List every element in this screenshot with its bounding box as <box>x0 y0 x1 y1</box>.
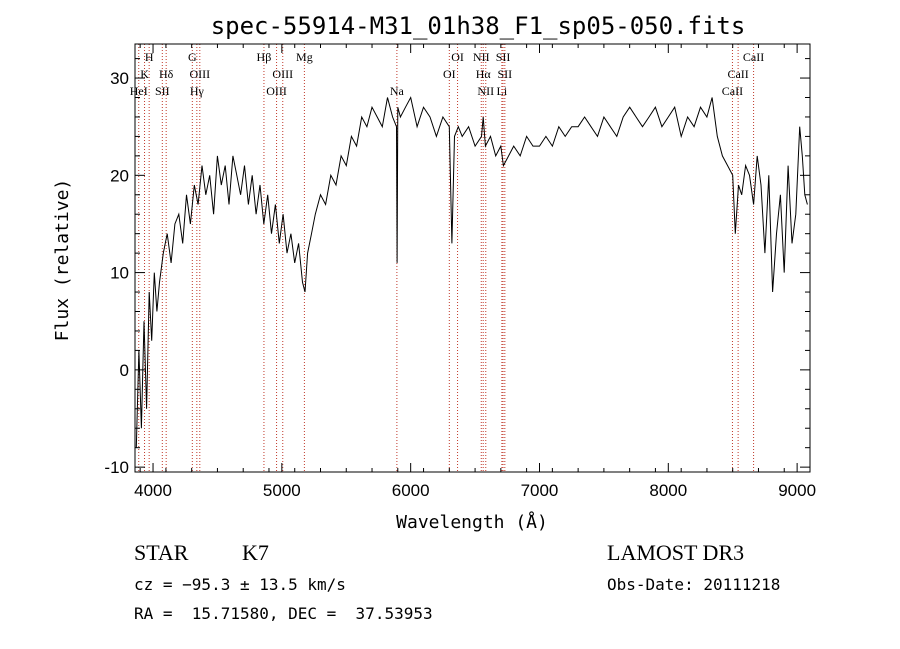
line-label: Mg <box>296 50 313 64</box>
line-label: CaII <box>743 50 764 64</box>
object-type: STAR <box>134 540 189 565</box>
x-tick-label: 6000 <box>392 481 430 500</box>
y-tick-label: 10 <box>110 264 129 283</box>
x-tick-label: 9000 <box>778 481 816 500</box>
line-label: Hα <box>476 67 492 81</box>
y-tick-label: -10 <box>104 458 129 477</box>
survey-name: LAMOST DR3 <box>607 540 745 565</box>
line-label: Hβ <box>257 50 272 64</box>
plot-frame <box>134 43 811 473</box>
line-label: Li <box>497 84 508 98</box>
y-tick-label: 30 <box>110 69 129 88</box>
coordinates: RA = 15.71580, DEC = 37.53953 <box>134 604 433 623</box>
line-label: Hδ <box>159 67 174 81</box>
line-label: CaII <box>727 67 748 81</box>
line-label: HeI <box>130 84 148 98</box>
y-tick-label: 0 <box>120 361 129 380</box>
x-axis-label: Wavelength (Å) <box>396 511 548 533</box>
spectrum-line <box>135 96 808 448</box>
redshift-info: cz = −95.3 ± 13.5 km/s <box>134 575 346 594</box>
y-tick-label: 20 <box>110 166 129 185</box>
line-label: CaII <box>722 84 743 98</box>
object-subclass: K7 <box>242 540 269 565</box>
line-label: SII <box>496 50 511 64</box>
line-label: SII <box>497 67 512 81</box>
line-label: NII <box>473 50 490 64</box>
y-axis-label: Flux (relative) <box>52 179 73 342</box>
line-label: NII <box>477 84 494 98</box>
line-label: H <box>145 50 154 64</box>
axis-ticks: 4000 5000 6000 7000 8000 9000 -10 0 10 20 30 <box>104 44 816 500</box>
line-label: OIII <box>272 67 293 81</box>
line-label: SII <box>155 84 170 98</box>
spectral-line-markers <box>138 44 755 472</box>
spectrum-series <box>135 96 808 448</box>
line-label: OI <box>443 67 456 81</box>
x-tick-label: 8000 <box>649 481 687 500</box>
line-label: Na <box>390 84 405 98</box>
line-label: OIII <box>189 67 210 81</box>
line-label: Hγ <box>190 84 205 98</box>
chart-title: spec-55914-M31_01h38_F1_sp05-050.fits <box>211 12 746 40</box>
observation-date: Obs-Date: 20111218 <box>607 575 781 594</box>
line-label: K <box>140 67 149 81</box>
line-label: G <box>188 50 197 64</box>
x-tick-label: 5000 <box>263 481 301 500</box>
line-label: OI <box>451 50 464 64</box>
x-tick-label: 4000 <box>134 481 172 500</box>
x-tick-label: 7000 <box>521 481 559 500</box>
line-label: OIII <box>266 84 287 98</box>
